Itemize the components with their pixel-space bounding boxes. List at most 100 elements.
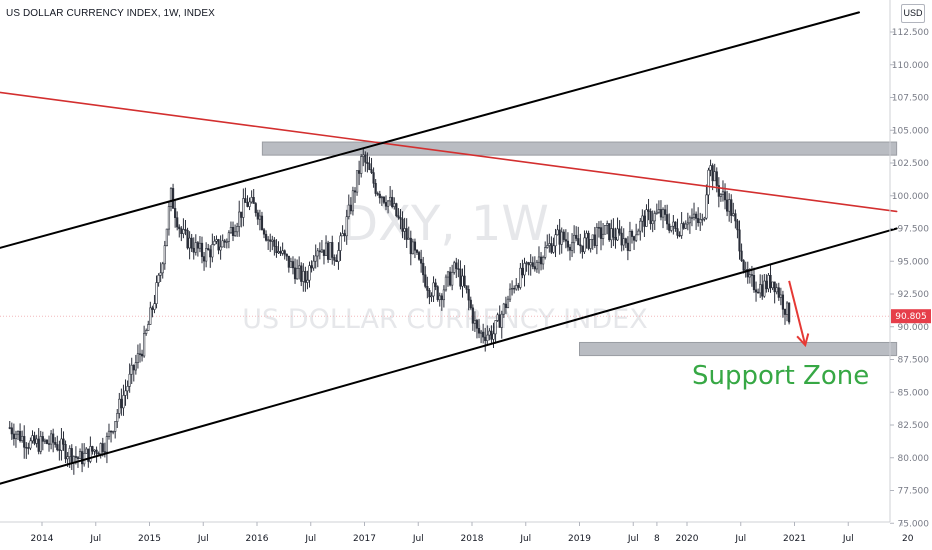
candle-body [345, 216, 348, 237]
candle-body [546, 245, 549, 248]
candle-body [686, 222, 689, 225]
candle-body [260, 215, 264, 230]
candle-body [422, 262, 425, 276]
candle [147, 320, 150, 331]
candle-body [91, 446, 94, 452]
candle [12, 423, 15, 446]
candle-body [604, 225, 607, 235]
candle [27, 442, 30, 455]
candle-body [358, 170, 361, 174]
candle [132, 364, 135, 382]
candle [670, 225, 673, 233]
candle-body [494, 320, 497, 335]
candle [434, 278, 437, 291]
candle [661, 207, 665, 229]
candle-body [382, 196, 386, 203]
candle [391, 189, 394, 209]
candle [448, 266, 452, 287]
candle-body [217, 239, 220, 251]
candle [289, 257, 293, 268]
candle-body [293, 267, 297, 280]
candle [732, 202, 735, 217]
candle [221, 234, 224, 248]
candle-body [16, 430, 20, 435]
candle-body [550, 243, 553, 253]
candle-body [101, 443, 104, 452]
currency-badge[interactable]: USD [901, 4, 925, 23]
candle-body [674, 221, 677, 229]
candle [401, 211, 404, 239]
candle [479, 329, 483, 344]
candle-body [376, 193, 379, 195]
x-tick-label: 2015 [138, 534, 161, 544]
candle [176, 211, 179, 231]
candle [384, 195, 388, 211]
candle [587, 230, 590, 251]
candle-body [420, 259, 423, 264]
y-tick-label: 102.500 [892, 159, 929, 169]
drawings-layer [0, 11, 898, 485]
candle-body [560, 231, 563, 245]
candle [217, 238, 220, 255]
candle [597, 221, 601, 238]
candle-body [440, 295, 443, 301]
support-zone [579, 341, 898, 357]
candle-body [49, 433, 53, 445]
candle-body [107, 430, 111, 437]
candle-body [535, 261, 539, 270]
candle-body [721, 191, 725, 195]
y-tick-label: 75.000 [898, 519, 930, 529]
candle [293, 258, 297, 284]
candle-body [109, 430, 113, 433]
candle-body [262, 229, 266, 235]
candle [498, 305, 501, 328]
candle-body [136, 353, 140, 363]
candle [432, 276, 435, 303]
candle-body [329, 242, 332, 260]
candle-body [308, 265, 311, 281]
candle [345, 209, 348, 245]
candle-body [556, 229, 559, 236]
candle [58, 440, 61, 461]
candle [775, 283, 778, 295]
candle [380, 195, 383, 206]
candle [134, 354, 137, 375]
candle-body [56, 444, 59, 451]
candle-body [717, 185, 720, 197]
candle [393, 197, 396, 210]
candle [316, 248, 319, 268]
candle [262, 227, 266, 239]
candle [757, 288, 760, 294]
candle-body [676, 228, 679, 236]
candle-body [533, 266, 536, 270]
candle [779, 287, 782, 306]
candle-body [209, 249, 212, 258]
candle-body [684, 223, 687, 229]
candle-body [668, 223, 671, 231]
candle-body [469, 299, 472, 309]
candle-body [169, 188, 173, 207]
candle [190, 233, 193, 253]
candle [653, 210, 656, 230]
candle-body [612, 228, 615, 238]
candle-body [62, 438, 65, 445]
candle-body [300, 265, 303, 282]
candle [126, 380, 129, 400]
candle [761, 274, 764, 300]
x-tick-label: 2018 [461, 534, 484, 544]
candle [674, 221, 677, 232]
candle-body [519, 267, 522, 288]
candle [403, 217, 406, 240]
candle [632, 235, 636, 250]
candle-body [473, 320, 476, 324]
candle-body [622, 238, 625, 246]
candle-body [364, 154, 367, 163]
candle-body [205, 248, 208, 262]
candle-body [18, 430, 22, 441]
last-price-label: 90.805 [895, 312, 927, 322]
candle [467, 285, 470, 311]
candle [320, 239, 324, 253]
candle [618, 220, 621, 236]
candle-body [176, 217, 179, 228]
